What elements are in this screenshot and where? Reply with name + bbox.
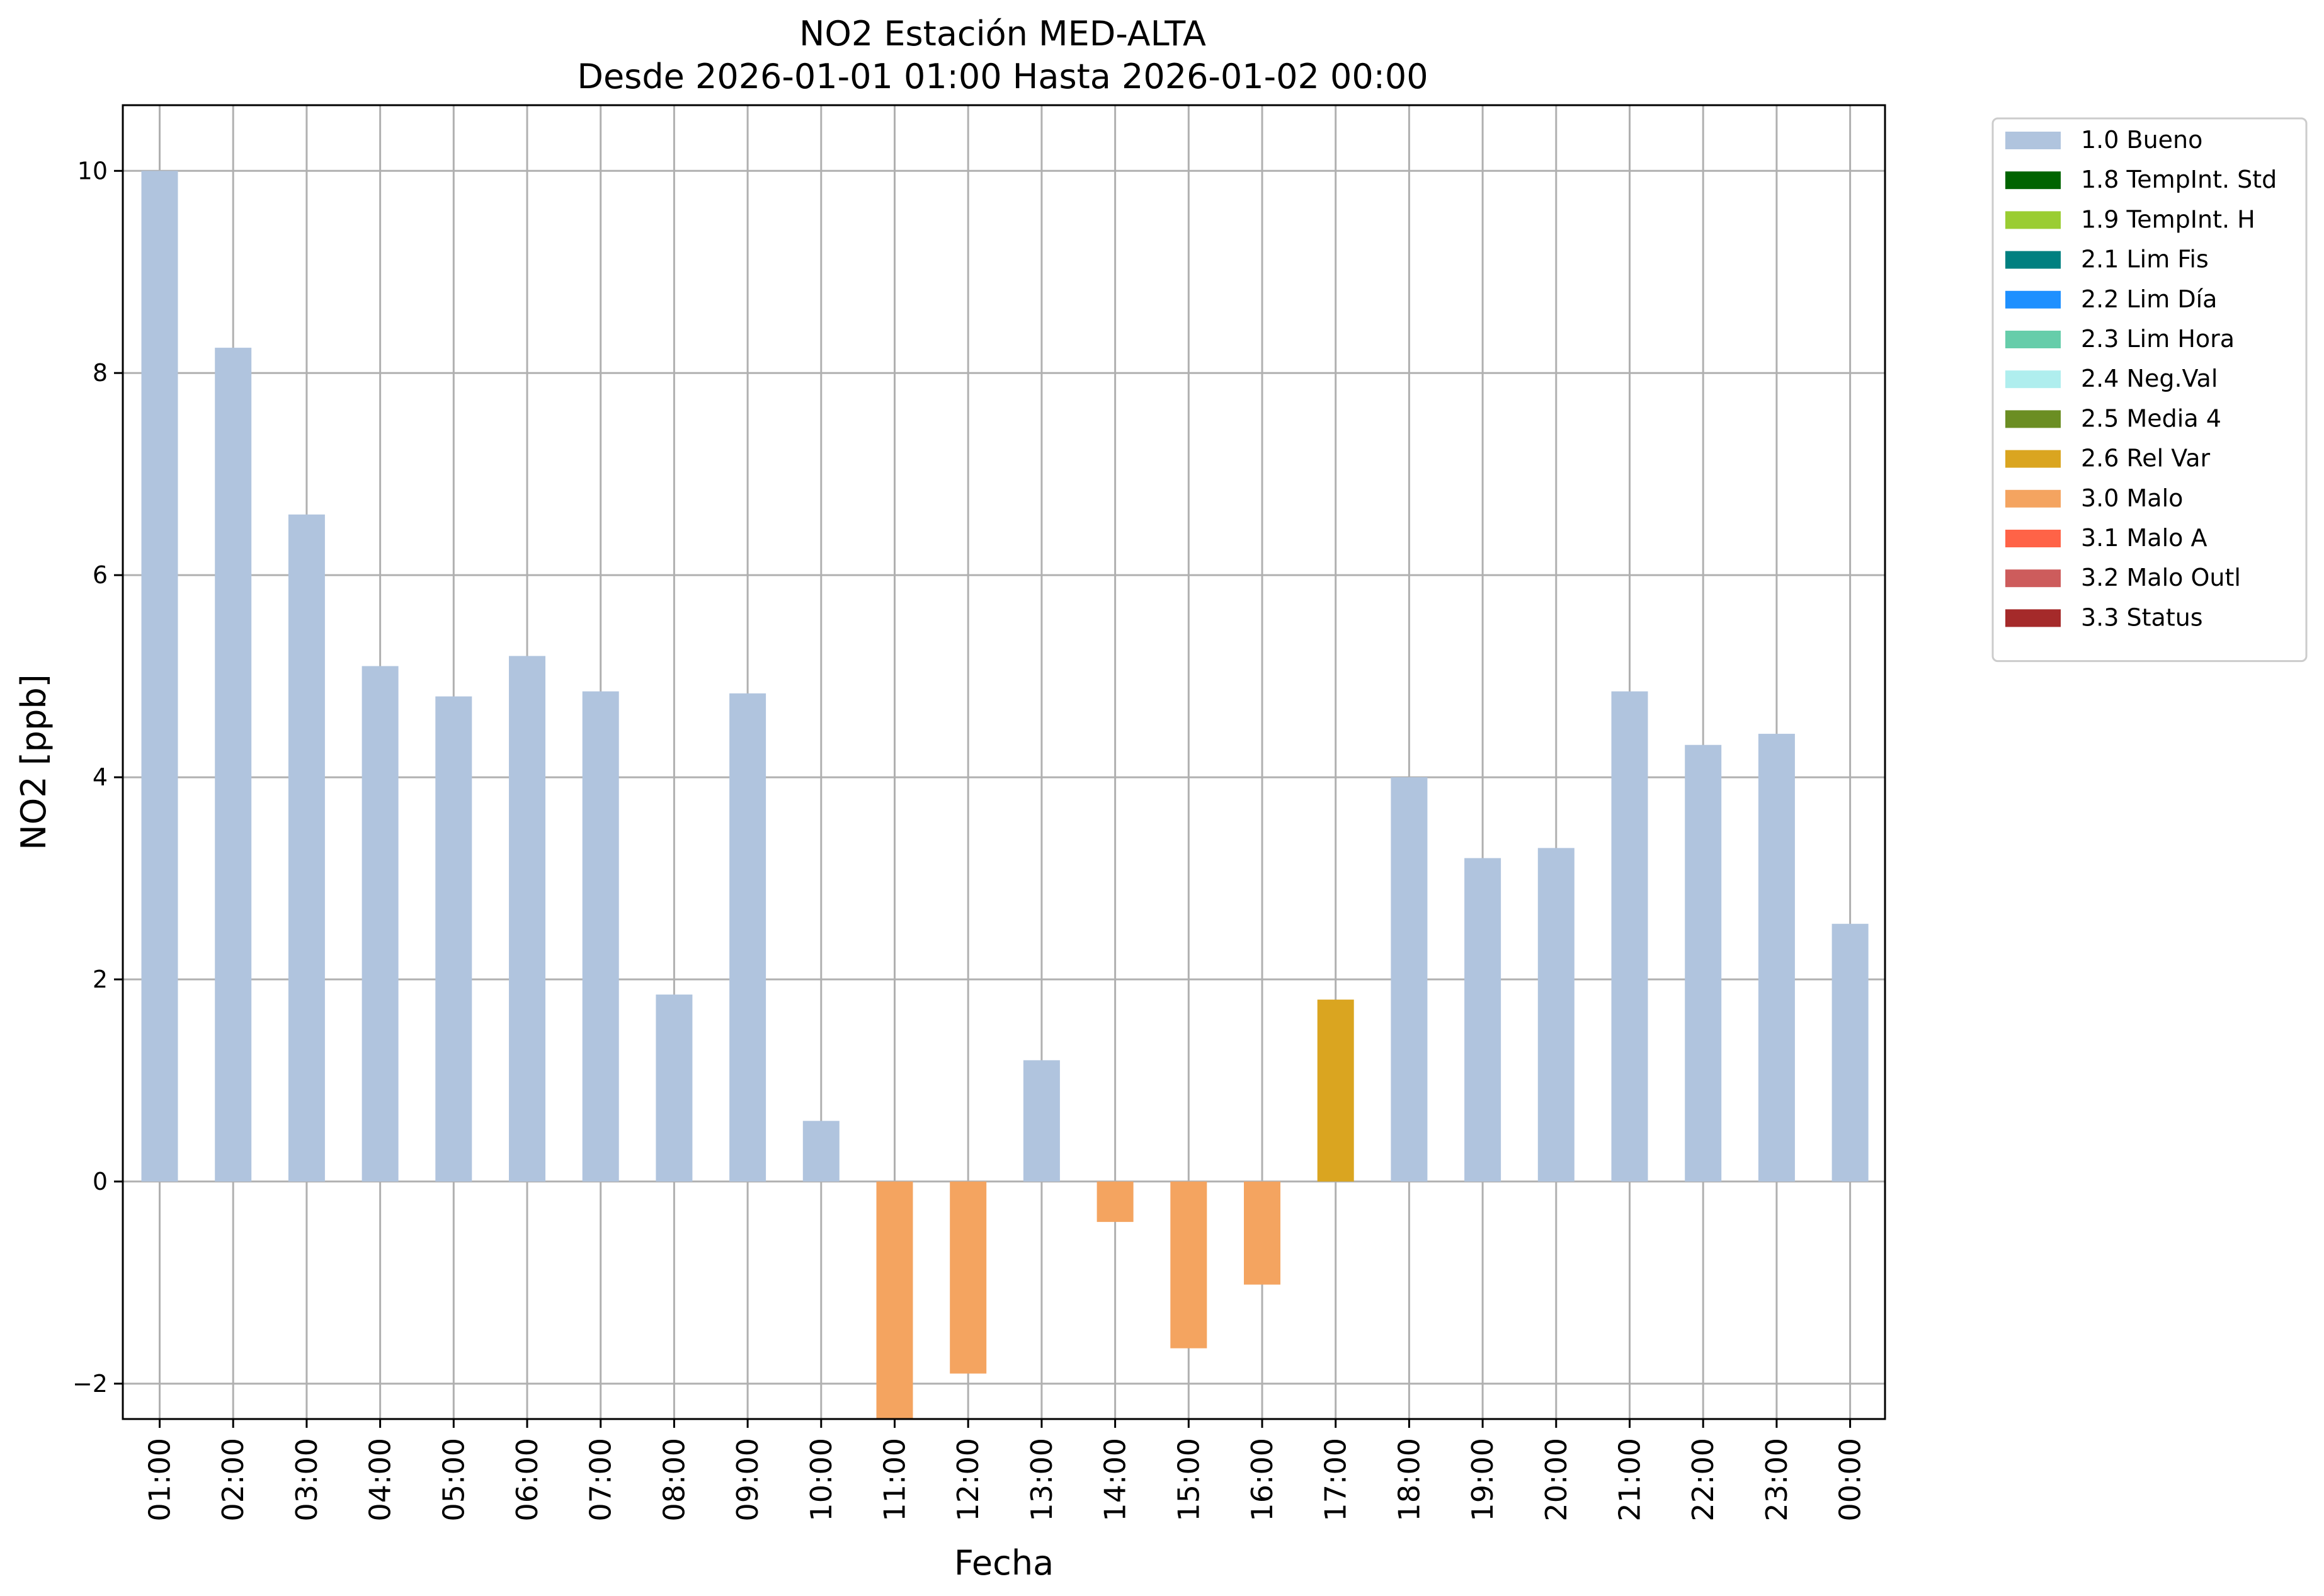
- legend-swatch-2-4: [2005, 370, 2061, 389]
- bar-0900: [729, 693, 766, 1182]
- x-tick-label: 11:00: [878, 1438, 912, 1522]
- legend-label-3-1: 3.1 Malo A: [2081, 524, 2207, 552]
- legend-label-2-1: 2.1 Lim Fis: [2081, 246, 2209, 273]
- bar-0700: [582, 691, 619, 1182]
- legend-label-2-4: 2.4 Neg.Val: [2081, 365, 2218, 392]
- bar-0300: [288, 514, 325, 1182]
- x-tick-label: 08:00: [657, 1438, 691, 1522]
- plot-area: [122, 104, 1886, 1420]
- x-tick-label: 05:00: [436, 1438, 470, 1522]
- x-axis-label: Fecha: [954, 1543, 1054, 1583]
- bar-1500: [1170, 1181, 1207, 1348]
- y-tick-label: 10: [77, 157, 108, 185]
- x-tick-label: 02:00: [216, 1438, 250, 1522]
- x-tick-label: 06:00: [510, 1438, 544, 1522]
- legend-swatch-2-3: [2005, 331, 2061, 348]
- bar-1900: [1464, 858, 1501, 1182]
- bar-1600: [1244, 1181, 1280, 1285]
- legend: 1.0 Bueno 1.8 TempInt. Std 1.9 TempInt. H 2…: [1991, 117, 2308, 663]
- x-tick-label: 16:00: [1245, 1438, 1279, 1522]
- chart-subtitle: Desde 2026-01-01 01:00 Hasta 2026-01-02 …: [577, 57, 1428, 96]
- x-tick-label: 22:00: [1686, 1438, 1720, 1522]
- x-tick-label: 20:00: [1539, 1438, 1573, 1522]
- bar-2000: [1537, 848, 1575, 1182]
- legend-box: [1991, 117, 2308, 663]
- bar-0500: [435, 696, 472, 1182]
- x-tick-label: 13:00: [1025, 1438, 1059, 1522]
- legend-swatch-3-2: [2005, 569, 2061, 588]
- legend-swatch-1-9: [2005, 211, 2061, 229]
- bar-0000: [1831, 923, 1869, 1182]
- bar-0800: [656, 995, 693, 1182]
- y-tick-label: 4: [93, 763, 108, 791]
- x-tick-label: 17:00: [1319, 1438, 1353, 1522]
- legend-swatch-2-5: [2005, 410, 2061, 428]
- legend-label-2-3: 2.3 Lim Hora: [2081, 325, 2235, 353]
- y-tick-label: 2: [93, 966, 108, 993]
- x-tick-label: 19:00: [1466, 1438, 1500, 1522]
- x-tick-label: 12:00: [951, 1438, 985, 1522]
- x-tick-label: 01:00: [143, 1438, 177, 1522]
- legend-swatch-3-3: [2005, 609, 2061, 627]
- legend-label-1-0: 1.0 Bueno: [2081, 126, 2202, 154]
- bar-1000: [802, 1120, 840, 1182]
- bar-1700: [1317, 1000, 1354, 1182]
- x-tick-label: 21:00: [1613, 1438, 1647, 1522]
- legend-swatch-3-0: [2005, 489, 2061, 508]
- y-tick-label: 0: [93, 1168, 108, 1195]
- x-tick-label: 03:00: [290, 1438, 324, 1522]
- x-tick-label: 04:00: [363, 1438, 397, 1522]
- bar-1100: [876, 1181, 913, 1419]
- bar-2100: [1611, 691, 1648, 1182]
- legend-swatch-2-6: [2005, 450, 2061, 468]
- legend-swatch-2-1: [2005, 251, 2061, 269]
- legend-label-3-3: 3.3 Status: [2081, 603, 2203, 631]
- y-tick-label: 6: [93, 561, 108, 589]
- legend-swatch-1-8: [2005, 171, 2061, 190]
- x-tick-label: 00:00: [1833, 1438, 1867, 1522]
- bar-1800: [1391, 777, 1428, 1182]
- y-axis-label: NO2 [ppb]: [14, 674, 54, 850]
- legend-label-3-0: 3.0 Malo: [2081, 484, 2183, 512]
- bar-2200: [1685, 744, 1722, 1182]
- bar-2300: [1758, 734, 1795, 1182]
- legend-label-2-5: 2.5 Media 4: [2081, 404, 2221, 432]
- legend-label-3-2: 3.2 Malo Outl: [2081, 564, 2241, 591]
- x-tick-label: 23:00: [1760, 1438, 1794, 1522]
- legend-label-2-2: 2.2 Lim Día: [2081, 285, 2217, 313]
- bar-1300: [1023, 1060, 1060, 1182]
- bar-0600: [509, 656, 545, 1182]
- legend-label-1-9: 1.9 TempInt. H: [2081, 205, 2255, 233]
- legend-swatch-3-1: [2005, 530, 2061, 547]
- y-tick-label: −2: [72, 1370, 108, 1398]
- x-tick-label: 07:00: [584, 1438, 618, 1522]
- y-tick-label: 8: [93, 359, 108, 387]
- legend-label-2-6: 2.6 Rel Var: [2081, 445, 2211, 472]
- x-tick-label: 15:00: [1171, 1438, 1205, 1522]
- legend-swatch-1-0: [2005, 132, 2061, 149]
- x-tick-label: 09:00: [731, 1438, 765, 1522]
- legend-label-1-8: 1.8 TempInt. Std: [2081, 166, 2277, 193]
- x-tick-label: 14:00: [1098, 1438, 1132, 1522]
- bar-0100: [141, 171, 178, 1182]
- bar-0400: [362, 666, 399, 1182]
- x-tick-label: 18:00: [1392, 1438, 1426, 1522]
- bar-1200: [950, 1181, 987, 1374]
- x-tick-label: 10:00: [804, 1438, 838, 1522]
- chart-title: NO2 Estación MED-ALTA: [799, 14, 1206, 54]
- legend-swatch-2-2: [2005, 290, 2061, 309]
- bar-0200: [215, 348, 252, 1182]
- bar-1400: [1096, 1181, 1134, 1223]
